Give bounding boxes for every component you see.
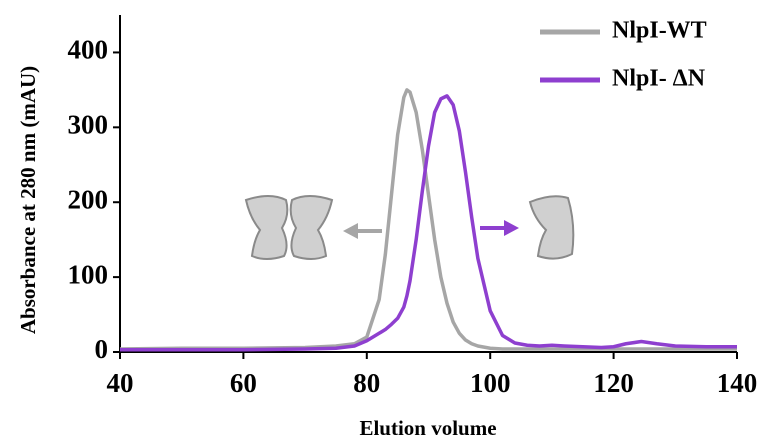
legend-label: NlpI-WT — [612, 18, 707, 44]
series-line — [120, 94, 737, 352]
gray-arrow — [343, 223, 382, 239]
y-axis-title: Absorbance at 280 nm (mAU) — [16, 66, 40, 334]
series-line — [119, 88, 737, 351]
legend-label: NlpI- ΔN — [612, 66, 706, 92]
purple-arrow — [480, 220, 519, 236]
x-axis-title: Elution volume — [359, 416, 496, 440]
x-tick-label: 140 — [717, 368, 758, 398]
y-tick-label: 400 — [68, 35, 109, 65]
monomer-icon — [528, 195, 575, 260]
x-tick-label: 120 — [593, 368, 634, 398]
y-tick-label: 100 — [68, 259, 109, 289]
y-tick-label: 0 — [95, 334, 109, 364]
x-tick-label: 40 — [107, 368, 134, 398]
y-tick-label: 300 — [68, 110, 109, 140]
x-tick-label: 60 — [230, 368, 257, 398]
y-tick-label: 200 — [68, 184, 109, 214]
x-tick-label: 80 — [353, 368, 380, 398]
x-tick-label: 100 — [470, 368, 511, 398]
dimer-icon — [244, 195, 334, 260]
